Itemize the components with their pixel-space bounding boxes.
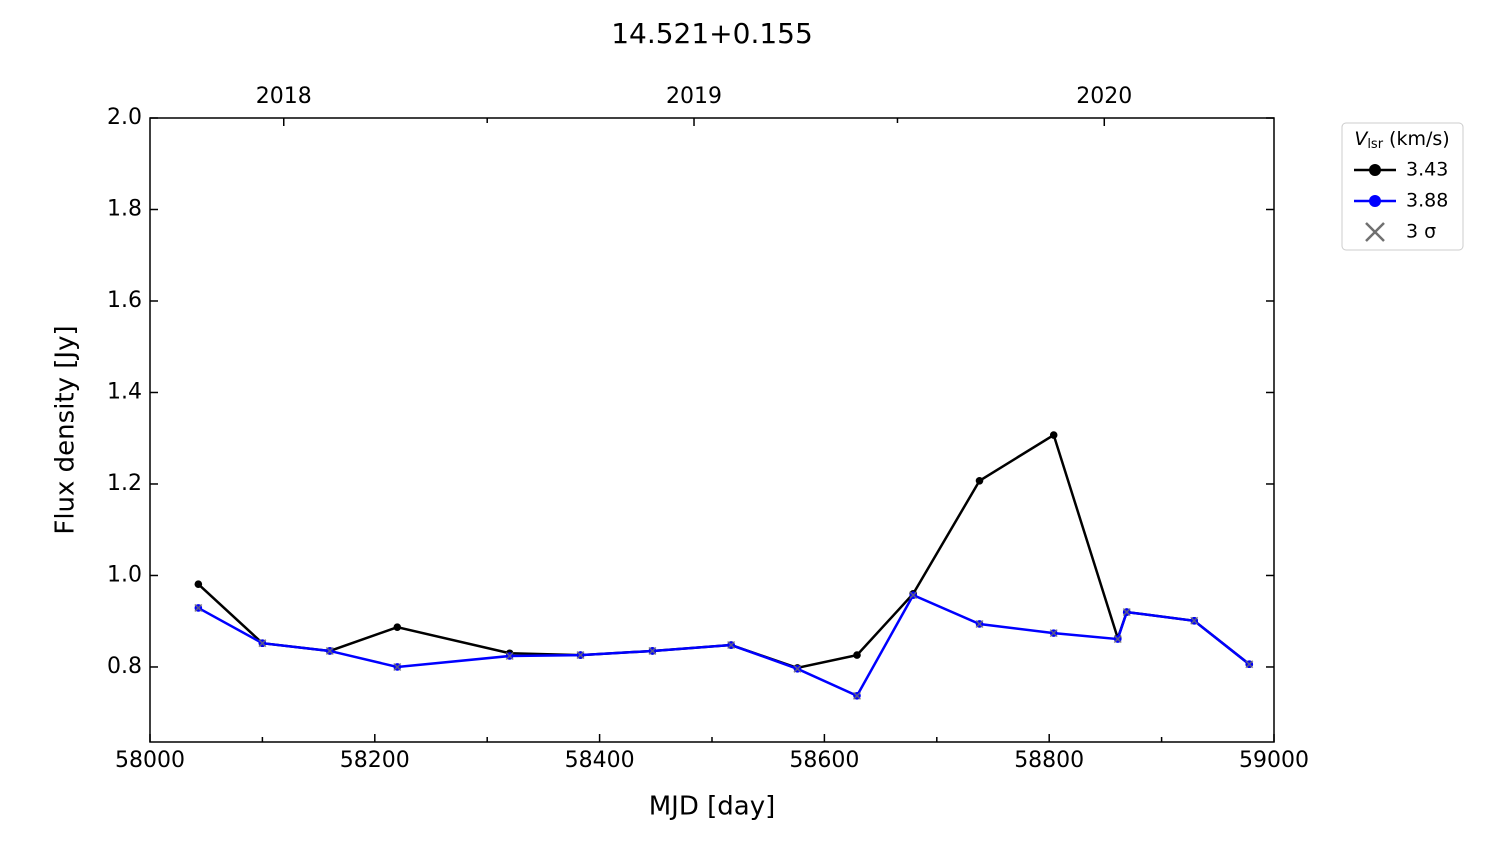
y-tick-label: 1.6 xyxy=(107,288,142,313)
data-point-x xyxy=(1049,629,1058,638)
x-tick-label: 59000 xyxy=(1239,748,1309,773)
y-tick-label: 1.4 xyxy=(107,379,142,404)
x-tick-label: 58800 xyxy=(1014,748,1084,773)
data-point-x xyxy=(852,691,862,700)
data-point-x xyxy=(1113,635,1122,644)
legend-label: 3.43 xyxy=(1406,159,1448,181)
legend-title-symbol: V xyxy=(1354,128,1369,150)
y-tick-label: 1.2 xyxy=(107,471,142,496)
data-point xyxy=(975,476,984,485)
data-point xyxy=(393,623,402,631)
data-point-x xyxy=(648,646,657,655)
x-axis-label: MJD [day] xyxy=(649,792,776,822)
legend-title-unit: (km/s) xyxy=(1389,128,1450,150)
data-point-x xyxy=(576,651,585,660)
y-tick-label: 2.0 xyxy=(107,105,142,130)
y-axis-label: Flux density [Jy] xyxy=(51,325,81,534)
data-point-x xyxy=(793,664,802,673)
data-point-x xyxy=(1245,660,1254,669)
legend-marker xyxy=(1365,222,1385,242)
y-tick-label: 0.8 xyxy=(107,654,142,679)
x2-tick-label: 2020 xyxy=(1076,84,1132,109)
x2-tick-label: 2018 xyxy=(256,84,312,109)
data-point-x xyxy=(1122,608,1131,617)
series-line xyxy=(197,433,1251,670)
legend-title-subscript: lsr xyxy=(1367,137,1383,152)
data-point-x xyxy=(909,591,918,600)
legend: Vlsr (km/s) 3.43 3.88 3 σ xyxy=(1341,122,1464,251)
x-tick-label: 58200 xyxy=(340,748,410,773)
data-point-x xyxy=(975,619,984,629)
chart-title: 14.521+0.155 xyxy=(611,17,813,50)
legend-marker xyxy=(1369,164,1381,176)
legend-box xyxy=(1341,122,1464,251)
data-point xyxy=(853,651,861,659)
data-point-x xyxy=(505,651,514,661)
legend-title: Vlsr (km/s) xyxy=(1354,128,1449,152)
data-point-x xyxy=(194,603,203,612)
x-tick-label: 58600 xyxy=(789,748,859,773)
data-point-x xyxy=(727,640,736,650)
data-point-x xyxy=(1190,616,1199,625)
legend-marker xyxy=(1369,195,1381,207)
plot-frame xyxy=(149,117,1275,743)
data-point-x xyxy=(393,662,402,672)
x-tick-label: 58400 xyxy=(565,748,635,773)
data-point-x xyxy=(325,646,334,655)
legend-label: 3 σ xyxy=(1406,221,1436,243)
data-point-x xyxy=(258,639,267,648)
legend-label: 3.88 xyxy=(1406,190,1448,212)
x-tick-label: 58000 xyxy=(115,748,185,773)
data-point xyxy=(1049,431,1058,439)
y-tick-label: 1.8 xyxy=(107,196,142,221)
series-line xyxy=(197,593,1251,698)
y-tick-label: 1.0 xyxy=(107,562,142,587)
data-point xyxy=(194,580,203,588)
x2-tick-label: 2019 xyxy=(666,84,722,109)
